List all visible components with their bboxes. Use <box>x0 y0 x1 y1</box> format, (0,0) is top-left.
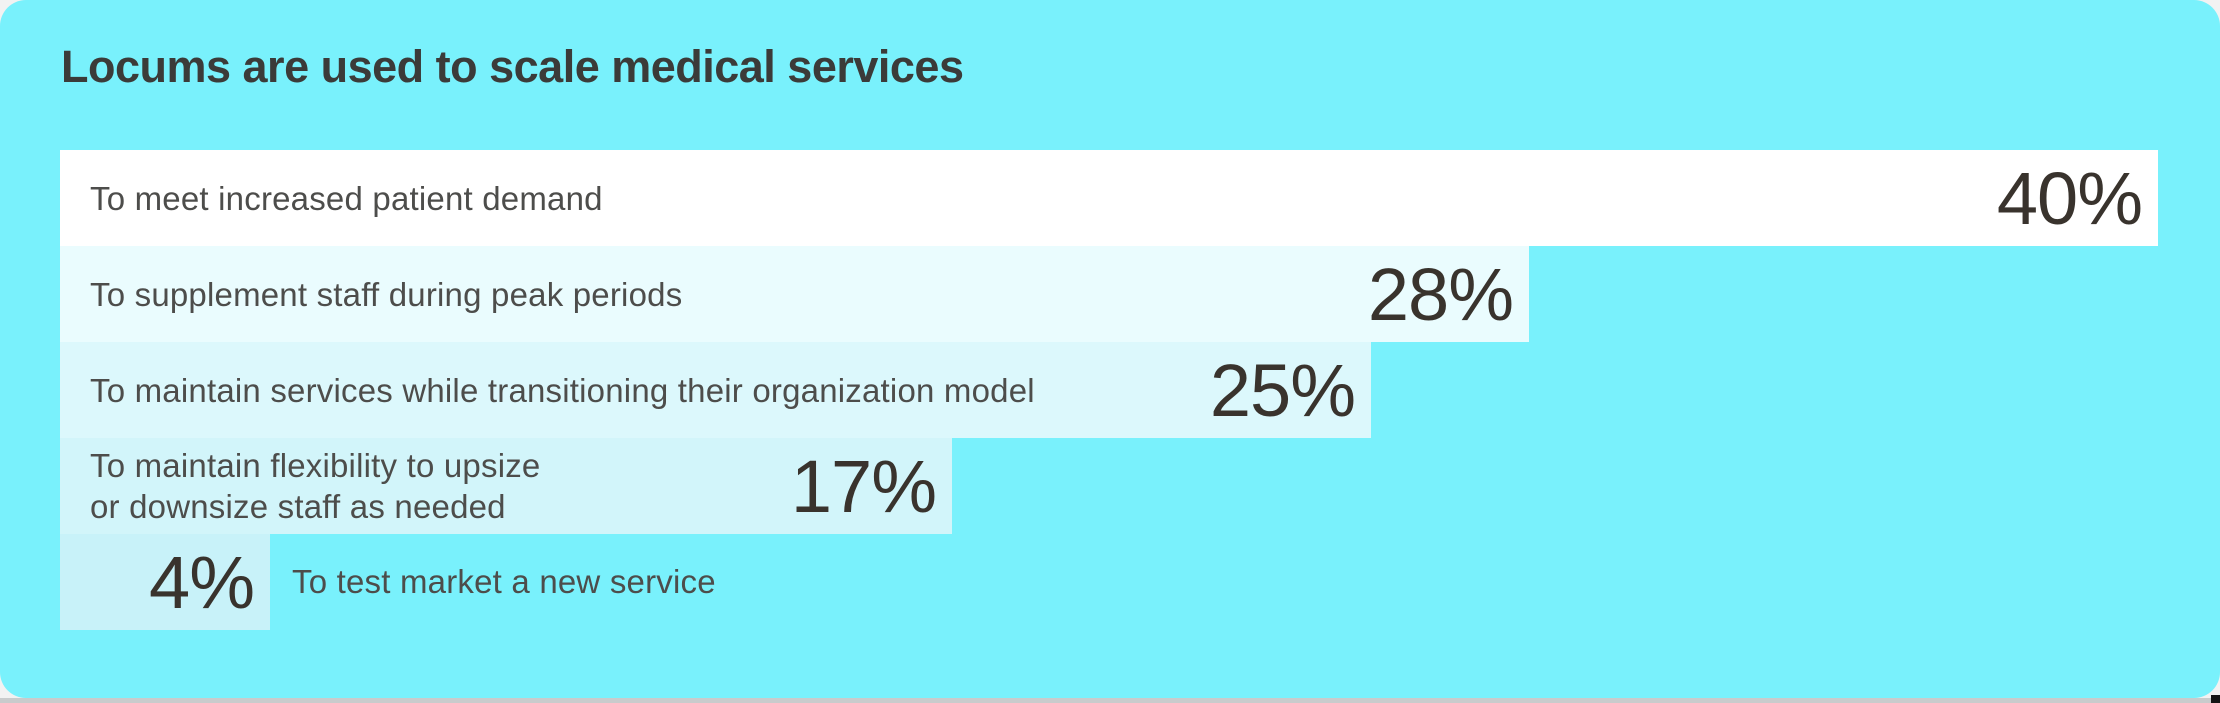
bar-value: 4% <box>149 540 255 624</box>
bar-label-text: To test market a new service <box>292 563 716 600</box>
bar-label-text: To supplement staff during peak periods <box>90 275 683 313</box>
corner-mark <box>2211 695 2220 703</box>
bar-25pct: To maintain services while transitioning… <box>60 342 1371 438</box>
bar-value: 28% <box>1367 252 1514 336</box>
bar-label: To test market a new service <box>292 534 716 630</box>
bar-label: To maintain flexibility to upsize or dow… <box>90 445 540 527</box>
bar-40pct: To meet increased patient demand 40% <box>60 150 2158 246</box>
bottom-strip <box>0 698 2220 703</box>
bar-row-transitioning-model: To maintain services while transitioning… <box>60 342 2158 438</box>
bar-row-test-market: 4% To test market a new service <box>60 534 2158 630</box>
bar-row-flexibility: To maintain flexibility to upsize or dow… <box>60 438 2158 534</box>
bar-label-text: To meet increased patient demand <box>90 179 603 217</box>
bar-chart: To meet increased patient demand 40% To … <box>60 150 2158 630</box>
bar-label: To supplement staff during peak periods <box>90 274 682 315</box>
bar-label-text: To maintain services while transitioning… <box>90 371 1035 409</box>
bar-4pct: 4% <box>60 534 270 630</box>
bar-17pct: To maintain flexibility to upsize or dow… <box>60 438 952 534</box>
bar-label-text: or downsize staff as needed <box>90 488 506 525</box>
bar-label-text: To maintain flexibility to upsize <box>90 447 541 484</box>
chart-title: Locums are used to scale medical service… <box>61 41 964 92</box>
bar-row-peak-periods: To supplement staff during peak periods … <box>60 246 2158 342</box>
bar-28pct: To supplement staff during peak periods … <box>60 246 1529 342</box>
bar-value: 25% <box>1209 348 1356 432</box>
bar-row-patient-demand: To meet increased patient demand 40% <box>60 150 2158 246</box>
bar-label: To maintain services while transitioning… <box>90 370 1035 411</box>
bar-value: 40% <box>1996 156 2143 240</box>
bar-label: To meet increased patient demand <box>90 178 603 219</box>
bar-value: 17% <box>790 444 937 528</box>
